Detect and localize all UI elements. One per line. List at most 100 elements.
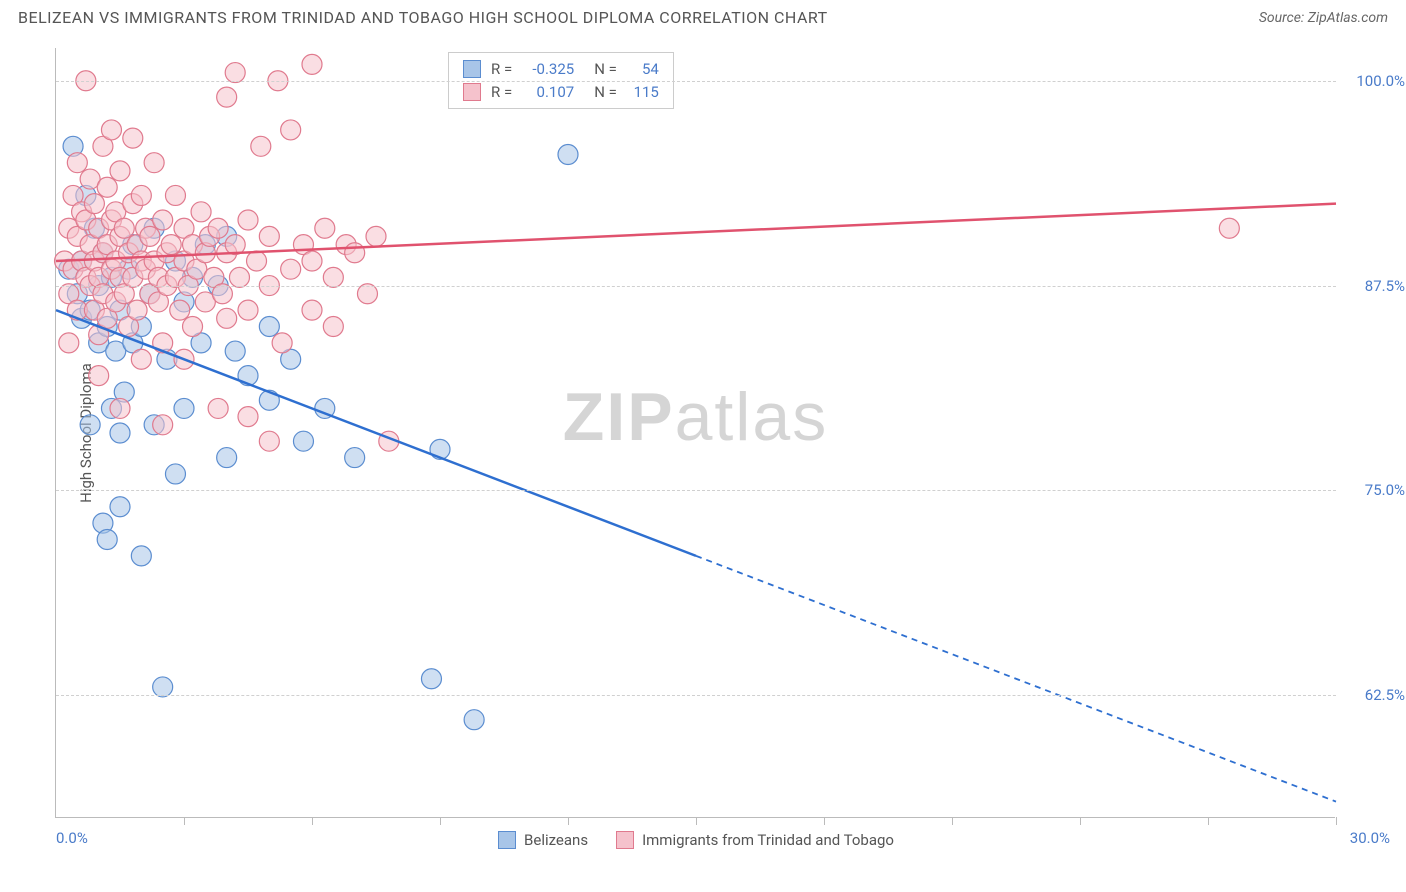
x-tick xyxy=(696,817,697,825)
data-point xyxy=(281,259,301,279)
data-point xyxy=(110,423,130,443)
data-point xyxy=(101,120,121,140)
data-point xyxy=(183,317,203,337)
data-point xyxy=(59,333,79,353)
data-point xyxy=(259,317,279,337)
data-point xyxy=(217,308,237,328)
gridline xyxy=(56,490,1336,491)
data-point xyxy=(80,415,100,435)
x-tick xyxy=(1208,817,1209,825)
data-point xyxy=(110,497,130,517)
data-point xyxy=(238,407,258,427)
source-label: Source: ZipAtlas.com xyxy=(1259,10,1388,26)
data-point xyxy=(238,300,258,320)
legend-label: Immigrants from Trinidad and Tobago xyxy=(642,831,894,849)
data-point xyxy=(174,398,194,418)
data-point xyxy=(140,226,160,246)
x-tick xyxy=(1336,817,1337,825)
data-point xyxy=(225,341,245,361)
data-point xyxy=(251,136,271,156)
legend-bottom: Belizeans Immigrants from Trinidad and To… xyxy=(56,831,1336,849)
data-point xyxy=(302,300,322,320)
data-point xyxy=(127,300,147,320)
data-point xyxy=(67,153,87,173)
legend-item: Belizeans xyxy=(498,831,588,849)
x-tick xyxy=(184,817,185,825)
legend-label: Belizeans xyxy=(524,831,588,849)
x-tick xyxy=(568,817,569,825)
data-point xyxy=(217,87,237,107)
data-point xyxy=(1219,218,1239,238)
legend-stats-row: R =0.107N =115 xyxy=(463,81,659,104)
x-axis-max-label: 30.0% xyxy=(1350,829,1390,847)
x-tick xyxy=(824,817,825,825)
data-point xyxy=(123,128,143,148)
x-tick xyxy=(312,817,313,825)
data-point xyxy=(131,349,151,369)
data-point xyxy=(170,300,190,320)
data-point xyxy=(293,431,313,451)
data-point xyxy=(272,333,292,353)
legend-stats-row: R =-0.325N =54 xyxy=(463,58,659,81)
chart-area: High School Diploma ZIPatlas R =-0.325N … xyxy=(55,48,1335,818)
data-point xyxy=(208,218,228,238)
data-point xyxy=(153,210,173,230)
data-point xyxy=(259,431,279,451)
data-point xyxy=(464,710,484,730)
x-tick xyxy=(440,817,441,825)
y-tick-label: 62.5% xyxy=(1365,686,1405,704)
y-tick-label: 87.5% xyxy=(1365,277,1405,295)
data-point xyxy=(421,669,441,689)
plot-region: High School Diploma ZIPatlas R =-0.325N … xyxy=(55,48,1335,818)
gridline xyxy=(56,286,1336,287)
data-point xyxy=(366,226,386,246)
data-point xyxy=(323,267,343,287)
data-point xyxy=(558,144,578,164)
y-tick-label: 75.0% xyxy=(1365,481,1405,499)
data-point xyxy=(110,398,130,418)
data-point xyxy=(153,415,173,435)
data-point xyxy=(281,120,301,140)
data-point xyxy=(212,284,232,304)
data-point xyxy=(131,546,151,566)
legend-swatch xyxy=(463,83,481,101)
data-point xyxy=(161,235,181,255)
data-point xyxy=(238,210,258,230)
data-point xyxy=(302,251,322,271)
x-tick xyxy=(1080,817,1081,825)
data-point xyxy=(229,267,249,287)
data-point xyxy=(84,194,104,214)
data-point xyxy=(131,185,151,205)
data-point xyxy=(97,529,117,549)
data-point xyxy=(315,218,335,238)
gridline xyxy=(56,695,1336,696)
data-point xyxy=(357,284,377,304)
data-point xyxy=(247,251,267,271)
legend-item: Immigrants from Trinidad and Tobago xyxy=(616,831,894,849)
x-tick xyxy=(952,817,953,825)
data-point xyxy=(114,218,134,238)
data-point xyxy=(144,153,164,173)
data-point xyxy=(153,677,173,697)
data-point xyxy=(259,226,279,246)
y-tick-label: 100.0% xyxy=(1356,72,1405,90)
data-point xyxy=(302,54,322,74)
data-point xyxy=(165,185,185,205)
trend-line-extrapolated xyxy=(696,556,1336,802)
legend-swatch xyxy=(498,831,516,849)
data-point xyxy=(191,202,211,222)
chart-svg xyxy=(56,48,1336,818)
data-point xyxy=(345,448,365,468)
data-point xyxy=(165,464,185,484)
data-point xyxy=(97,177,117,197)
data-point xyxy=(110,161,130,181)
data-point xyxy=(323,317,343,337)
legend-swatch xyxy=(463,60,481,78)
legend-swatch xyxy=(616,831,634,849)
data-point xyxy=(208,398,228,418)
data-point xyxy=(345,243,365,263)
data-point xyxy=(225,63,245,83)
gridline xyxy=(56,81,1336,82)
data-point xyxy=(217,448,237,468)
data-point xyxy=(89,366,109,386)
